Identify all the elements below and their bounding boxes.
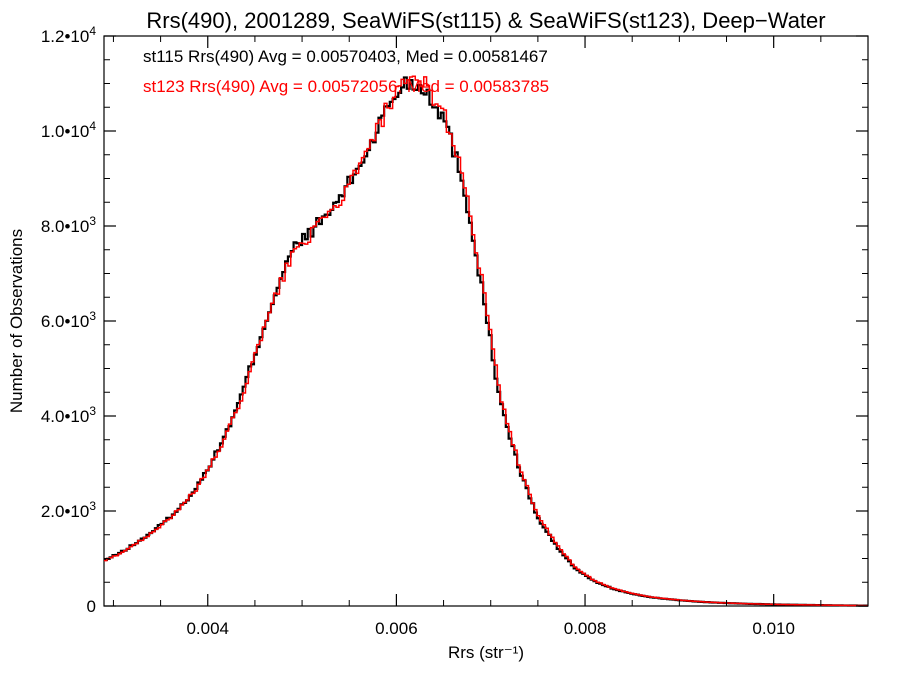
annotation-st123-stats: st123 Rrs(490) Avg = 0.00572056, Med = 0…	[143, 77, 549, 96]
y-tick-exponent: 3	[89, 309, 96, 323]
series-line-st123	[104, 75, 868, 607]
y-tick-mantissa: 6.0•10	[41, 312, 90, 331]
y-tick-exponent: 3	[89, 214, 96, 228]
y-tick-label: 0	[87, 597, 96, 616]
y-tick-label: 4.0•103	[41, 404, 97, 426]
annotation-st115-stats: st115 Rrs(490) Avg = 0.00570403, Med = 0…	[143, 47, 548, 66]
y-tick-label: 6.0•103	[41, 309, 97, 331]
y-tick-label: 1.2•104	[41, 24, 97, 46]
x-axis-label: Rrs (str⁻¹)	[448, 643, 524, 662]
y-tick-exponent: 3	[89, 404, 96, 418]
x-tick-label: 0.004	[186, 619, 229, 638]
y-tick-mantissa: 8.0•10	[41, 217, 90, 236]
y-tick-mantissa: 1.0•10	[41, 122, 90, 141]
y-tick-mantissa: 2.0•10	[41, 502, 90, 521]
y-tick-label: 1.0•104	[41, 119, 97, 141]
y-tick-mantissa: 0	[87, 597, 96, 616]
y-axis-label: Number of Observations	[7, 229, 26, 413]
y-tick-exponent: 4	[89, 24, 96, 38]
series-line-st115	[104, 76, 868, 607]
x-tick-label: 0.006	[375, 619, 418, 638]
plot-area	[104, 75, 868, 607]
y-tick-exponent: 3	[89, 499, 96, 513]
y-tick-mantissa: 4.0•10	[41, 407, 90, 426]
x-tick-label: 0.010	[752, 619, 795, 638]
y-tick-label: 2.0•103	[41, 499, 97, 521]
x-axis: 0.004 0.006 0.008 0.010	[112, 36, 869, 638]
y-tick-label: 8.0•103	[41, 214, 97, 236]
y-tick-exponent: 4	[89, 119, 96, 133]
y-axis: 02.0•1034.0•1036.0•1038.0•1031.0•1041.2•…	[41, 24, 868, 616]
chart-title: Rrs(490), 2001289, SeaWiFS(st115) & SeaW…	[146, 8, 825, 33]
x-tick-label: 0.008	[564, 619, 607, 638]
y-tick-mantissa: 1.2•10	[41, 27, 90, 46]
